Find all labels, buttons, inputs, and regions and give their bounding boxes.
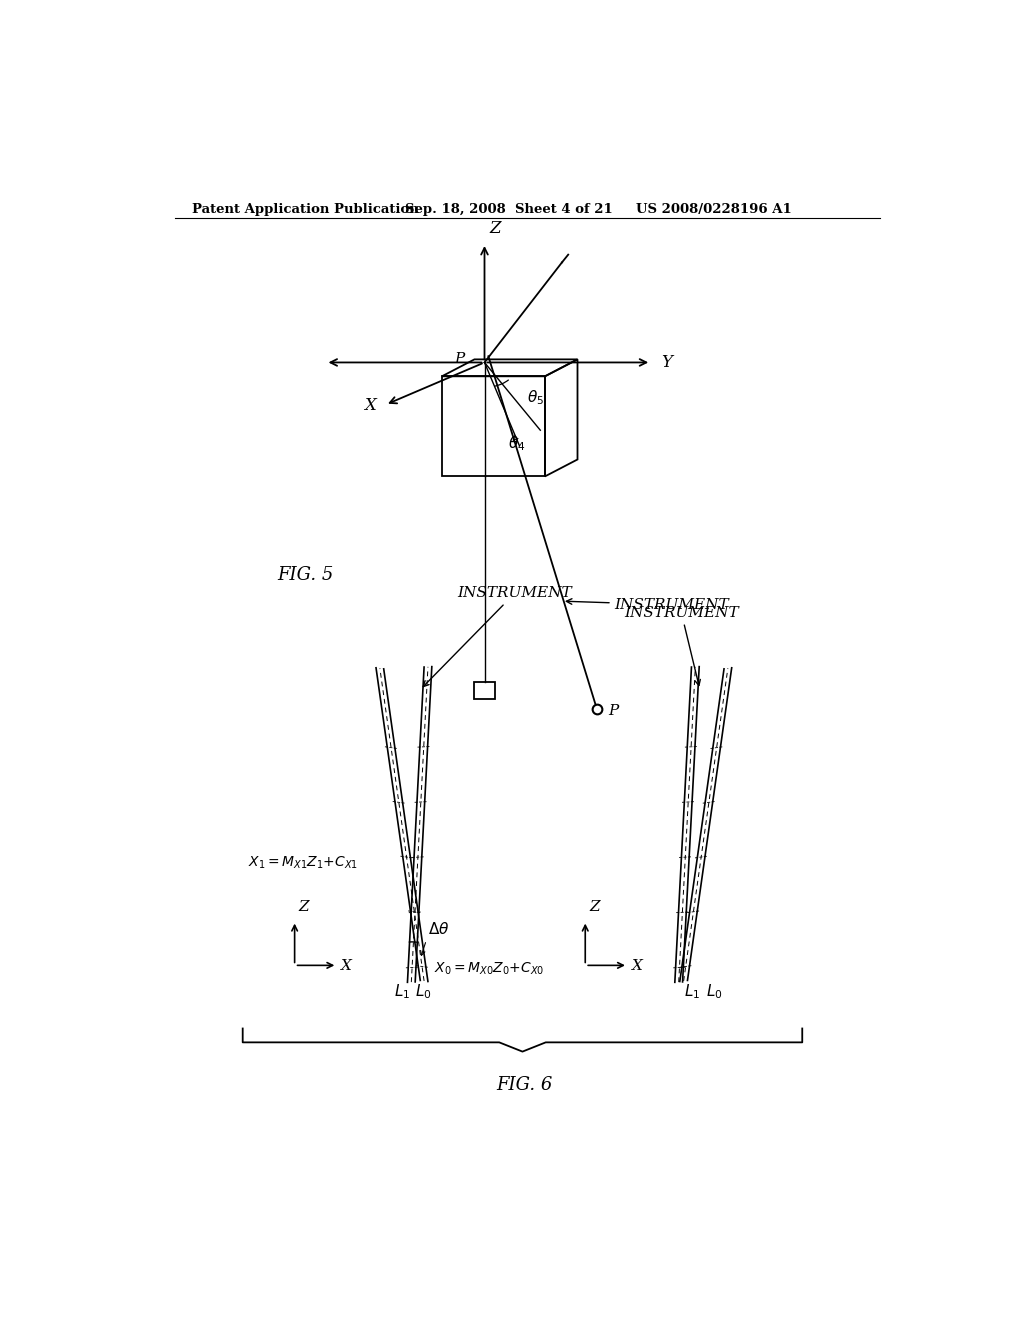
Text: $L_0$: $L_0$ <box>415 982 431 1001</box>
Bar <box>474 682 495 700</box>
Text: FIG. 6: FIG. 6 <box>497 1076 553 1094</box>
Text: US 2008/0228196 A1: US 2008/0228196 A1 <box>636 203 792 216</box>
Text: Z: Z <box>299 900 309 915</box>
Text: $\theta_5$: $\theta_5$ <box>527 388 544 407</box>
Text: $\Delta\theta$: $\Delta\theta$ <box>428 921 450 937</box>
Text: Sep. 18, 2008  Sheet 4 of 21: Sep. 18, 2008 Sheet 4 of 21 <box>406 203 613 216</box>
Text: $L_1$: $L_1$ <box>684 982 700 1001</box>
Text: INSTRUMENT: INSTRUMENT <box>423 586 572 686</box>
Text: X: X <box>341 958 352 973</box>
Text: $L_1$: $L_1$ <box>394 982 410 1001</box>
Text: INSTRUMENT: INSTRUMENT <box>624 606 738 685</box>
Text: $\theta_4$: $\theta_4$ <box>508 434 525 453</box>
Text: Y: Y <box>662 354 672 371</box>
Text: FIG. 5: FIG. 5 <box>276 566 333 585</box>
Text: X: X <box>364 397 376 414</box>
Text: $L_0$: $L_0$ <box>707 982 723 1001</box>
Text: P: P <box>608 705 618 718</box>
Text: $X_0{=}M_{X0}Z_0{+}C_{X0}$: $X_0{=}M_{X0}Z_0{+}C_{X0}$ <box>434 960 545 977</box>
Text: INSTRUMENT: INSTRUMENT <box>566 598 729 612</box>
Text: Patent Application Publication: Patent Application Publication <box>193 203 419 216</box>
Text: X: X <box>632 958 643 973</box>
Text: Z: Z <box>589 900 600 915</box>
Text: P: P <box>455 352 465 367</box>
Text: $X_1{=}M_{X1}Z_1{+}C_{X1}$: $X_1{=}M_{X1}Z_1{+}C_{X1}$ <box>248 855 358 871</box>
Text: Z: Z <box>489 220 502 238</box>
